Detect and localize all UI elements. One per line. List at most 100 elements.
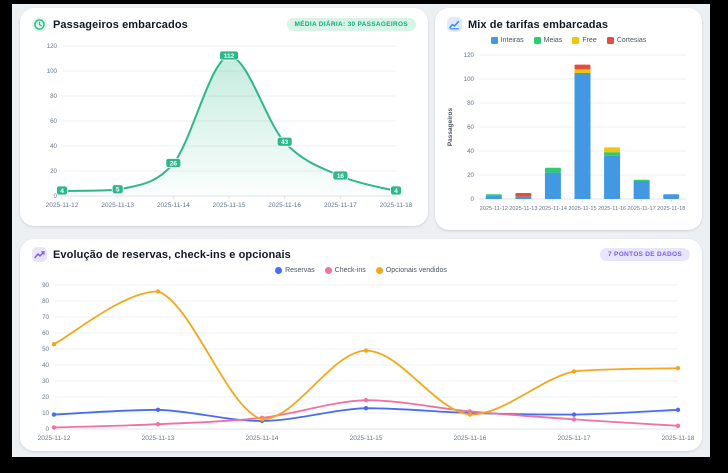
data-point[interactable] (571, 417, 577, 422)
x-tick-label: 2025-11-12 (480, 206, 508, 212)
x-tick-label: 2025-11-17 (628, 206, 656, 212)
y-tick-label: 70 (42, 314, 49, 321)
point-label: 5 (116, 187, 120, 194)
legend-item-cortesias[interactable]: Cortesias (606, 37, 647, 44)
area-fill (62, 56, 396, 196)
evolution-card-header: Evolução de reservas, check-ins e opcion… (28, 247, 694, 262)
legend-item-opcionais-vendidos[interactable]: Opcionais vendidos (375, 267, 447, 274)
point-label-pill[interactable] (111, 184, 124, 195)
legend-swatch (375, 267, 383, 274)
legend-item-inteiras[interactable]: Inteiras (490, 37, 524, 44)
bar-segment[interactable] (485, 194, 502, 196)
bar-segment[interactable] (574, 73, 591, 199)
evolution-legend: Reservas Check-ins Opcionais vendidos (28, 264, 694, 277)
bar-segment[interactable] (544, 167, 561, 173)
y-tick-label: 20 (42, 394, 49, 401)
y-tick-label: 60 (50, 118, 57, 125)
legend-swatch (572, 37, 580, 44)
point-label-pill[interactable] (276, 136, 293, 147)
bar-segment[interactable] (574, 69, 591, 73)
data-point[interactable] (155, 289, 161, 294)
data-point[interactable] (675, 366, 681, 371)
x-tick-label: 2025-11-18 (657, 206, 685, 212)
y-tick-label: 0 (54, 193, 58, 200)
x-tick-label: 2025-11-14 (539, 206, 567, 212)
data-point[interactable] (467, 412, 473, 417)
y-tick-label: 100 (47, 68, 58, 75)
legend-item-reservas[interactable]: Reservas (275, 267, 315, 274)
bar-chart-icon (447, 17, 462, 32)
data-point[interactable] (675, 407, 681, 412)
fare-mix-legend: Inteiras Meias Free Cortesias (443, 34, 694, 47)
y-tick-label: 120 (464, 52, 475, 59)
bar-segment[interactable] (633, 181, 650, 199)
bar-segment[interactable] (663, 194, 680, 199)
legend-swatch (606, 37, 614, 44)
data-point[interactable] (155, 407, 161, 412)
y-tick-label: 20 (467, 172, 474, 179)
bar-segment[interactable] (633, 179, 650, 181)
data-point[interactable] (259, 417, 265, 422)
x-tick-label: 2025-11-12 (38, 435, 71, 442)
data-point[interactable] (363, 406, 369, 411)
y-tick-label: 40 (42, 362, 49, 369)
bar-segment[interactable] (604, 152, 621, 156)
y-axis-label: Passageiros (447, 107, 454, 146)
passengers-area-chart: 0 20 40 60 80 100 120 2025-11-12 2025-11-13 2025-… (46, 43, 413, 209)
legend-label: Cortesias (616, 37, 647, 44)
point-label-pill[interactable] (219, 50, 239, 61)
data-point[interactable] (51, 342, 57, 347)
passengers-card-header: Passageiros embarcados MÉDIA DIÁRIA: 30 … (28, 17, 420, 32)
y-tick-label: 90 (42, 282, 49, 289)
y-tick-label: 40 (467, 148, 474, 155)
data-point[interactable] (571, 369, 577, 374)
point-label-pill[interactable] (332, 170, 349, 181)
data-point[interactable] (51, 425, 57, 430)
bar-segment[interactable] (485, 195, 502, 199)
y-tick-label: 40 (50, 143, 57, 150)
y-tick-label: 100 (464, 76, 475, 83)
x-tick-label: 2025-11-17 (324, 202, 357, 209)
y-tick-label: 80 (467, 100, 474, 107)
data-point[interactable] (363, 398, 369, 403)
x-tick-label: 2025-11-16 (268, 202, 301, 209)
dashboard: Passageiros embarcados MÉDIA DIÁRIA: 30 … (12, 4, 710, 457)
bar-segment[interactable] (574, 64, 591, 70)
data-point[interactable] (675, 423, 681, 428)
x-tick-label: 2025-11-16 (454, 435, 487, 442)
legend-label: Meias (543, 37, 563, 44)
y-tick-label: 0 (471, 196, 475, 203)
point-label-pill[interactable] (165, 158, 182, 168)
bar-segment[interactable] (544, 172, 561, 199)
x-tick-label: 2025-11-18 (380, 202, 413, 209)
point-label: 16 (337, 173, 345, 180)
legend-item-check-ins[interactable]: Check-ins (324, 267, 366, 274)
clock-icon (32, 17, 47, 32)
legend-swatch (533, 37, 541, 44)
bar-segment[interactable] (515, 193, 532, 197)
data-point[interactable] (155, 422, 161, 427)
point-label: 26 (170, 160, 178, 167)
data-point[interactable] (51, 412, 57, 417)
legend-item-free[interactable]: Free (572, 37, 597, 44)
passengers-card-title: Passageiros embarcados (53, 18, 188, 31)
data-point[interactable] (467, 409, 473, 414)
data-point[interactable] (363, 348, 369, 353)
bar-segment[interactable] (604, 155, 621, 199)
x-tick-label: 2025-11-18 (662, 435, 694, 442)
data-point[interactable] (571, 412, 577, 417)
point-label-pill[interactable] (390, 185, 402, 196)
y-tick-label: 80 (42, 298, 49, 305)
x-tick-label: 2025-11-14 (157, 202, 190, 209)
bar-segment[interactable] (515, 196, 532, 199)
evolution-line-chart: 0 10 20 30 40 50 60 70 80 90 2025-11-12 2025-11-13 2… (38, 282, 694, 442)
bar-segment[interactable] (604, 147, 621, 153)
point-label-pill[interactable] (56, 185, 68, 196)
passengers-card: Passageiros embarcados MÉDIA DIÁRIA: 30 … (20, 8, 428, 226)
x-tick-label: 2025-11-15 (350, 435, 383, 442)
y-tick-label: 30 (42, 378, 49, 385)
legend-swatch (324, 267, 332, 274)
legend-item-meias[interactable]: Meias (533, 37, 563, 44)
